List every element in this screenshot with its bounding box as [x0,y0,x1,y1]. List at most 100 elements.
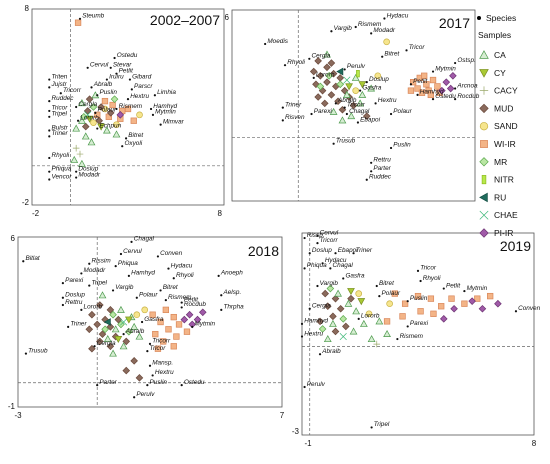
sample-point-ca [383,329,391,337]
species-label: Hamhyd [131,270,155,277]
species-point [365,81,368,84]
sample-points [309,38,457,124]
sample-point-wi-ir [152,330,159,338]
sample-point-ca [102,126,111,134]
sample-point-wi-ir [157,318,164,326]
sample-point-sand [365,310,373,318]
sample-points [85,291,207,382]
sample-point-mud [314,93,322,101]
sample-point-pi-ir [450,304,458,313]
sample-point-wi-ir [173,333,180,340]
species-point [463,289,466,293]
sample-point-cy [97,123,106,131]
species-label: Parexi [314,108,333,115]
sample-point-mud [323,302,332,311]
sample-point-mud [336,304,345,313]
sample-point-ca [367,84,376,92]
species-label: Polaur [98,107,117,114]
sample-point-ca [329,319,337,327]
species-label: Mansp. [152,360,173,367]
species-label: Trusub [28,347,48,354]
species-point [359,89,362,92]
sample-point-chae [120,318,128,326]
sample-point-wi-ir [162,306,169,314]
species-label: Iruiru [109,73,124,80]
species-point [124,137,128,140]
legend-label-wi-ir: WI-IR [494,139,516,149]
species-point [48,109,51,113]
species-label: Vencor [51,173,72,180]
sample-point-wi-ir [160,338,167,345]
species-point [67,325,70,328]
species-point [151,374,154,377]
species-point [105,78,108,81]
sample-point-ca [119,342,128,350]
sample-point-ca [98,291,107,299]
sample-point-sand [113,121,120,128]
species-label: Polaur [382,290,401,297]
species-point [374,102,377,105]
sample-point-wi-ir [427,295,435,302]
sample-point-mud [135,374,144,382]
species-label: Jujstr [50,81,67,88]
sample-point-wi-ir [434,83,441,90]
sample-point-wi-ir [124,105,132,113]
sample-point-mud [98,330,107,338]
sample-point-ca [351,73,360,81]
species-label: Aelsp. [222,289,241,296]
species-label: Doslup [78,165,98,172]
species-label: Perulv [347,63,366,70]
legend-label-pi-ir: PI-IR [494,228,513,238]
sample-point-wi-ir [407,87,415,94]
x-tick-label: 7 [280,411,285,420]
sample-point-wi-ir [183,328,191,335]
species-label: Gasfra [144,316,164,323]
legend-label-mr: MR [494,157,507,167]
species-point [220,308,223,311]
sample-point-ca [81,132,90,140]
legend-marker-mr [479,157,489,167]
sample-point-mud [321,289,329,298]
sample-point-mud [316,317,324,326]
species-label: Tripel [91,279,107,286]
sample-point-pi-ir [494,299,502,308]
species-label: Lororb [80,115,99,122]
sample-point-wi-ir [149,311,156,318]
y-tick-label: -1 [8,402,16,411]
species-point [75,105,78,109]
species-point [48,86,51,89]
sample-point-cy [85,115,94,123]
sample-point-pi-ir [185,310,194,319]
species-point [159,289,162,292]
sample-point-wi-ir [154,345,162,352]
sample-point-ca [72,124,81,132]
species-point [220,294,223,297]
species-label: Abralb [321,348,341,355]
sample-point-cacy [72,144,80,152]
species-point [146,350,149,353]
x-tick-label: 8 [218,209,223,218]
species-point [454,61,457,65]
sample-point-mud [88,310,96,319]
species-label: Cervul [90,62,109,69]
species-point [115,72,118,75]
sample-point-pi-ir [442,78,451,86]
sample-point-wi-ir [175,321,183,328]
species-point [172,277,175,280]
legend-marker-nitr [481,175,487,185]
species-label: Rhyoli [176,272,194,279]
species-point [308,57,311,60]
species-label: Bitret [379,280,394,287]
sample-point-ca [135,332,144,340]
sample-point-chae [84,111,92,119]
species-point [96,94,99,97]
sample-point-mud [342,322,350,331]
sample-point-wi-ir [170,343,177,350]
species-point [122,333,125,336]
sample-point-wi-ir [430,310,437,317]
species-label: Mytmin [194,321,215,328]
sample-point-ca [344,299,353,307]
species-label: Rettru [373,157,391,164]
